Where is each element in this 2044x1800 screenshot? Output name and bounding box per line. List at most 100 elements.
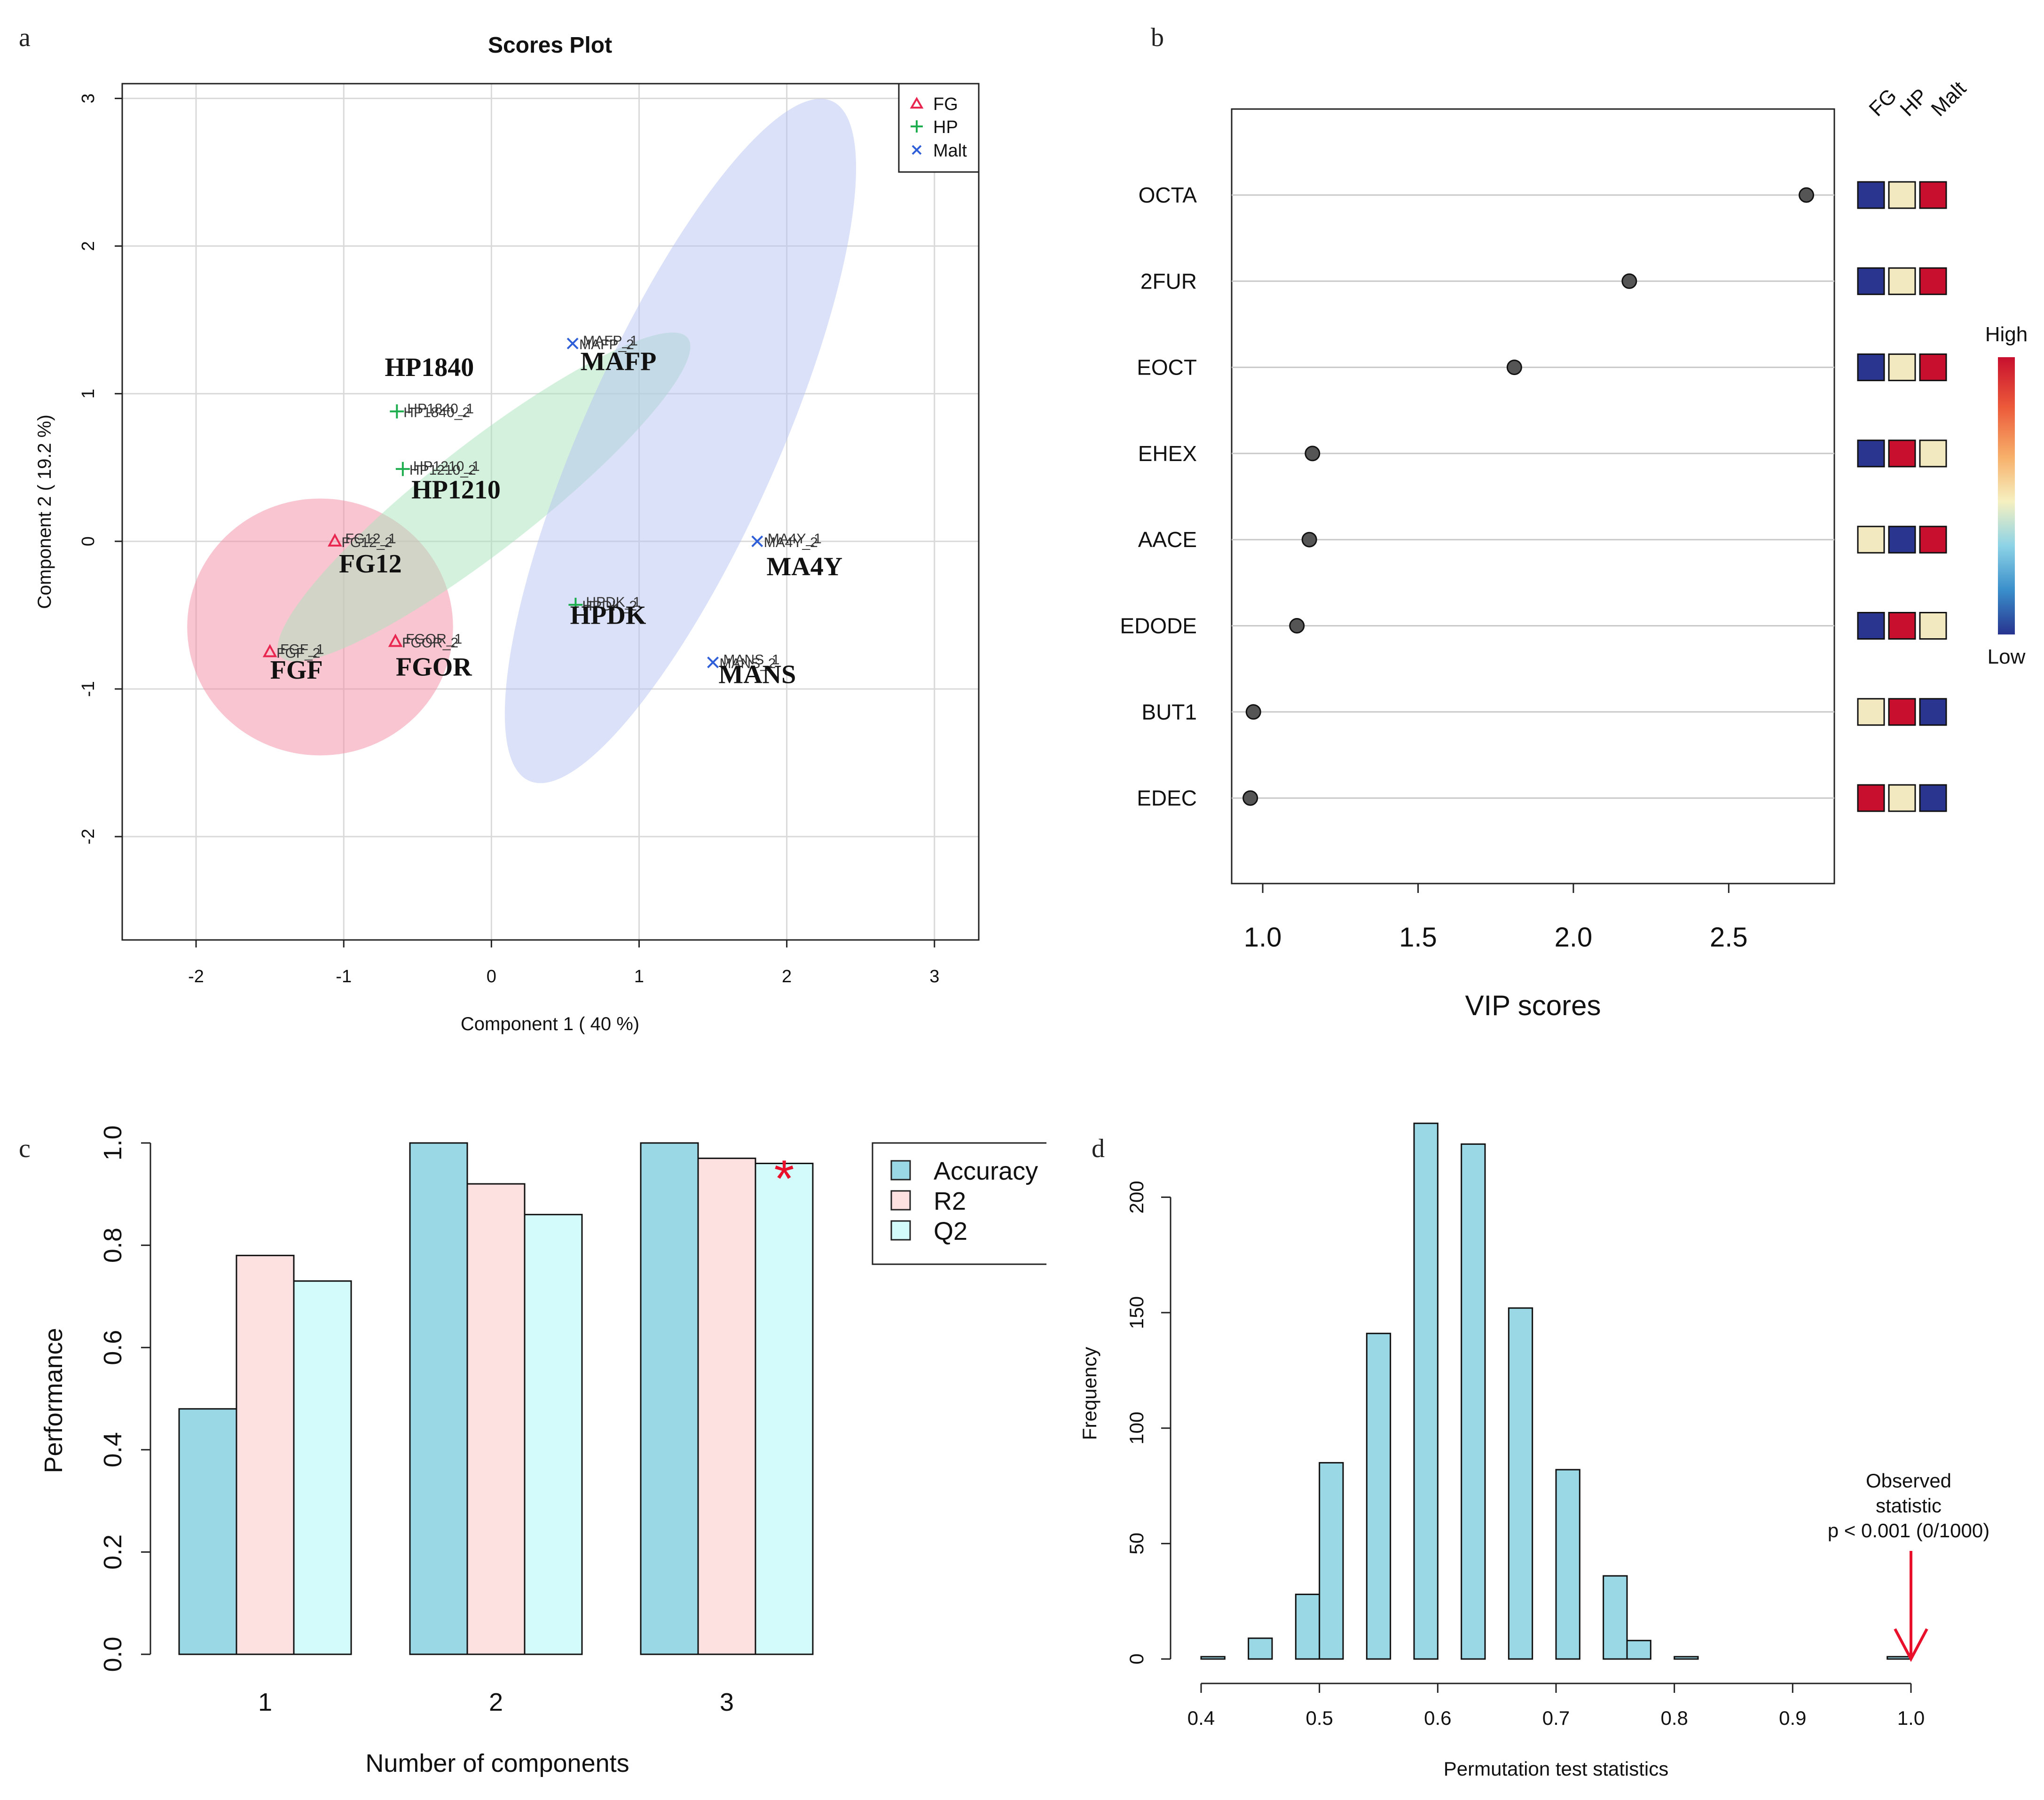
heatmap-cell bbox=[1857, 439, 1885, 468]
group-annotation: HP1210 bbox=[411, 476, 501, 505]
x-tick-label: 2 bbox=[782, 967, 792, 986]
observed-label-line2: statistic bbox=[1876, 1495, 1942, 1517]
panel-b-rows: OCTA 2FUR EOCT EHEX AACE EDODE BUT1 EDEC bbox=[1120, 183, 1834, 810]
sample-label: MA4Y_2 bbox=[764, 535, 818, 550]
vip-point bbox=[1506, 360, 1522, 376]
observed-label-line3: p < 0.001 (0/1000) bbox=[1828, 1519, 1989, 1542]
score-point bbox=[566, 337, 579, 350]
feature-label: BUT1 bbox=[1141, 700, 1197, 724]
y-tick-label: -2 bbox=[79, 829, 98, 845]
sample-label: FGF_2 bbox=[276, 645, 320, 661]
vip-point bbox=[1305, 446, 1321, 462]
bar-accuracy bbox=[640, 1142, 699, 1655]
y-tick-label: 0 bbox=[79, 536, 98, 546]
histogram-bar bbox=[1248, 1637, 1273, 1660]
y-tick-label: 0.2 bbox=[99, 1534, 127, 1570]
heatmap-cell bbox=[1888, 181, 1916, 209]
bar-r2 bbox=[697, 1158, 756, 1655]
y-tick-label: 200 bbox=[1125, 1181, 1148, 1213]
panel-d-xlabel: Permutation test statistics bbox=[1444, 1758, 1669, 1780]
bar-q2 bbox=[524, 1213, 583, 1655]
sample-label: FG12_2 bbox=[341, 535, 392, 550]
group-annotation: HP1840 bbox=[385, 353, 474, 382]
legend-q2-label: Q2 bbox=[934, 1217, 967, 1245]
feature-label: EHEX bbox=[1138, 441, 1197, 466]
panel-c-y-ticks: 0.0 0.2 0.4 0.6 0.8 1.0 bbox=[99, 1125, 151, 1672]
x-tick-label: 0.6 bbox=[1424, 1707, 1451, 1729]
best-model-star: * bbox=[774, 1150, 794, 1208]
panel-a-y-ticks: -2 -1 0 1 2 3 bbox=[79, 94, 122, 845]
y-tick-label: 150 bbox=[1125, 1296, 1148, 1329]
x-category-label: 3 bbox=[720, 1688, 734, 1716]
heatmap-cell bbox=[1919, 525, 1947, 554]
score-point bbox=[395, 462, 410, 476]
panel-label-b: b bbox=[1151, 23, 1164, 52]
y-tick-label: 0 bbox=[1125, 1653, 1148, 1664]
panel-a-x-ticks: -2 -1 0 1 2 3 bbox=[188, 940, 939, 986]
panel-a-xlabel: Component 1 ( 40 %) bbox=[461, 1014, 639, 1034]
sample-label: FGF_1 bbox=[280, 642, 324, 657]
sample-label: HPDK_2 bbox=[582, 598, 637, 614]
heatmap-cell bbox=[1888, 353, 1916, 382]
feature-label: OCTA bbox=[1139, 183, 1197, 207]
panel-b-frame bbox=[1231, 108, 1835, 884]
heatmap-cell bbox=[1919, 612, 1947, 640]
heatmap-column-label: Malt bbox=[1926, 77, 1970, 121]
vip-point bbox=[1245, 704, 1261, 720]
y-tick-label: 1 bbox=[79, 389, 98, 399]
panel-c-performance: 0.0 0.2 0.4 0.6 0.8 1.0 1 2 3 * Performance Num… bbox=[39, 1125, 1046, 1777]
heatmap-cell bbox=[1919, 181, 1947, 209]
y-tick-label: 0.6 bbox=[99, 1330, 127, 1365]
group-annotation: MANS bbox=[718, 660, 796, 689]
sample-label: FGOR_1 bbox=[406, 631, 462, 647]
heatmap-cell bbox=[1857, 784, 1885, 812]
x-tick-label: 1.0 bbox=[1244, 922, 1282, 953]
group-annotation: HPDK bbox=[570, 601, 646, 630]
histogram-bar bbox=[1887, 1656, 1912, 1660]
legend-accuracy-swatch bbox=[890, 1160, 911, 1181]
sample-label: HP1840_1 bbox=[407, 401, 474, 416]
vip-point bbox=[1799, 187, 1815, 203]
histogram-bar bbox=[1200, 1656, 1226, 1660]
feature-label: AACE bbox=[1138, 527, 1197, 552]
x-tick-label: 2.5 bbox=[1710, 922, 1748, 953]
heatmap-cell bbox=[1888, 525, 1916, 554]
heatmap-cell bbox=[1888, 612, 1916, 640]
feature-label: EDODE bbox=[1120, 614, 1197, 638]
x-tick-label: 0.9 bbox=[1779, 1707, 1806, 1729]
x-tick-label: 0.8 bbox=[1660, 1707, 1688, 1729]
group-annotation: FGOR bbox=[396, 653, 472, 682]
heatmap-cell bbox=[1857, 612, 1885, 640]
x-category-label: 1 bbox=[258, 1688, 272, 1716]
panel-label-d: d bbox=[1092, 1134, 1105, 1163]
panel-d-x-ticks: 0.4 0.5 0.6 0.7 0.8 0.9 1.0 bbox=[1187, 1683, 1925, 1729]
group-annotation: FGF bbox=[270, 656, 323, 685]
legend-accuracy-label: Accuracy bbox=[934, 1157, 1038, 1185]
group-annotation: FG12 bbox=[339, 549, 402, 579]
panel-c-bars bbox=[178, 1142, 814, 1655]
panel-d-ylabel: Frequency bbox=[1078, 1347, 1101, 1440]
heatmap-column-label: FG bbox=[1864, 84, 1901, 121]
x-category-label: 2 bbox=[489, 1688, 503, 1716]
sample-label: MAFP_1 bbox=[583, 333, 638, 349]
sample-label: HP1210_2 bbox=[409, 462, 476, 478]
vip-point bbox=[1242, 790, 1258, 806]
histogram-bar bbox=[1295, 1593, 1321, 1660]
panel-a-title: Scores Plot bbox=[488, 33, 612, 58]
sample-label: MA4Y_1 bbox=[768, 531, 822, 547]
histogram-bar bbox=[1626, 1640, 1651, 1660]
panel-a-ylabel: Component 2 ( 19.2 %) bbox=[34, 415, 55, 609]
histogram-bar bbox=[1461, 1143, 1486, 1660]
y-tick-label: 0.4 bbox=[99, 1432, 127, 1467]
vip-point bbox=[1289, 618, 1305, 634]
panel-a-ellipses bbox=[187, 99, 857, 783]
legend-q2-swatch bbox=[890, 1220, 911, 1241]
group-annotation: MA4Y bbox=[766, 552, 842, 581]
sample-label: FGOR_2 bbox=[402, 635, 458, 650]
x-tick-label: -1 bbox=[336, 967, 352, 986]
panel-b-vip-plot: OCTA 2FUR EOCT EHEX AACE EDODE BUT1 EDEC 1.0 1.5… bbox=[1120, 77, 2028, 1021]
legend-r2-swatch bbox=[890, 1190, 911, 1211]
heatmap-cell bbox=[1919, 353, 1947, 382]
